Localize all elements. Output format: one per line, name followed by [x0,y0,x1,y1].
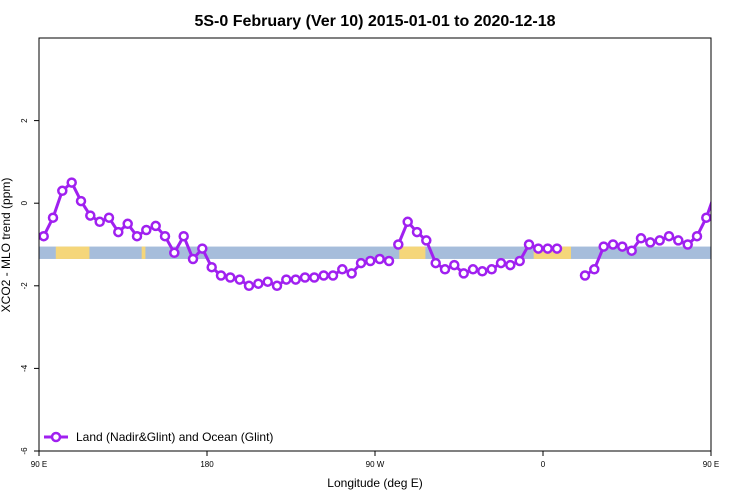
data-point [663,230,675,242]
data-point [253,278,264,289]
data-point [710,188,711,194]
y-axis: 2 0 -2 -4 -6 [20,118,39,455]
data-point [533,243,544,254]
data-point [374,253,385,265]
data-point [701,212,711,223]
data-point [206,261,217,273]
data-point [607,239,619,250]
data-point [271,280,283,292]
data-point [187,253,199,265]
data-point [673,235,684,246]
legend-marker [50,431,62,443]
series-line [584,199,711,277]
data-point [514,255,525,267]
data-point [262,276,273,287]
x-tick-label: 180 [200,460,214,469]
land-band [55,246,90,259]
data-point [589,264,600,275]
x-tick-label: 90 W [366,460,385,469]
data-point [542,243,553,254]
data-point [740,212,748,220]
data-point [635,233,647,244]
data-point [449,259,460,271]
data-point [225,272,236,283]
data-point [113,226,124,238]
data-point [57,185,68,197]
y-tick-label: 2 [20,118,29,123]
data-point [94,216,105,228]
series-group [39,177,748,292]
data-point [346,268,357,279]
legend: Land (Nadir&Glint) and Ocean (Glint) [44,430,273,444]
x-axis: 90 E 180 90 W 0 90 E [31,451,719,469]
x-tick-label: 90 E [703,460,719,469]
y-tick-label: 0 [20,200,29,205]
x-tick-label: 90 E [31,460,47,469]
data-point [421,235,432,246]
y-tick-label: -6 [20,447,29,455]
data-point [103,212,115,223]
data-point [178,230,189,242]
data-point [402,216,413,228]
land-band [141,246,146,259]
data-point [626,245,637,256]
legend-label: Land (Nadir&Glint) and Ocean (Glint) [76,430,273,444]
data-point [617,241,628,252]
data-point [85,210,96,221]
y-tick-label: -2 [20,282,29,290]
data-point [234,274,245,285]
data-point [159,230,171,242]
data-point [75,195,87,207]
data-point [523,239,535,250]
data-point [141,224,152,236]
data-point [393,239,404,250]
data-point [467,264,479,275]
data-point [477,266,488,277]
data-point [458,268,469,279]
data-point [337,264,348,275]
data-point [691,230,703,242]
data-point [598,241,609,252]
data-point [579,270,591,281]
data-point [486,264,497,275]
data-point [215,270,227,281]
data-point [66,177,77,188]
data-point [645,237,656,248]
data-point [365,255,376,267]
data-point [169,247,180,259]
data-point [430,257,441,269]
data-point [290,274,301,285]
data-point [505,259,516,271]
data-point [682,239,693,250]
x-axis-label: Longitude (deg E) [327,476,422,490]
data-point [131,230,143,242]
data-point [439,264,451,275]
chart-title: 5S-0 February (Ver 10) 2015-01-01 to 202… [194,13,555,30]
data-point [551,243,563,254]
data-point [150,220,161,232]
land-band [399,246,426,259]
data-point [355,257,367,269]
data-point [47,212,59,223]
data-point [299,272,311,283]
data-point [122,218,133,230]
data-point [495,257,507,269]
data-point [654,235,665,246]
data-point [411,226,423,238]
data-point [318,270,329,281]
data-point [721,179,729,187]
y-tick-label: -4 [20,364,29,372]
data-point [281,274,292,285]
data-point [309,272,320,283]
y-axis-label: XCO2 - MLO trend (ppm) [0,178,13,313]
data-point [197,243,208,254]
data-point [383,255,395,267]
data-point [243,280,255,292]
data-point [39,230,49,242]
x-tick-label: 0 [541,460,546,469]
series-layer [39,177,748,292]
data-point [327,270,339,281]
data-point [730,197,738,205]
